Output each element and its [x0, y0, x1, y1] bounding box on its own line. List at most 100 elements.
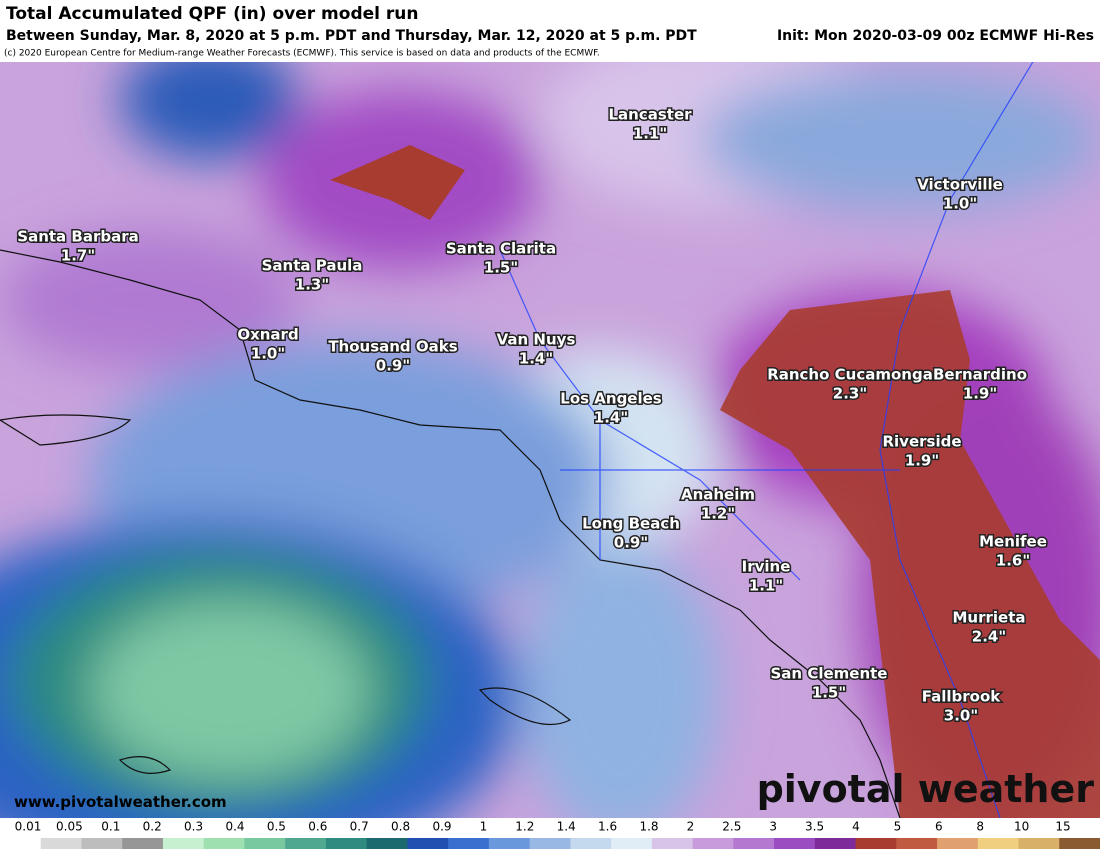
city-name: Long Beach — [582, 515, 680, 533]
city-name: Santa Paula — [262, 257, 363, 275]
colorbar-label: 3.5 — [805, 820, 824, 834]
city-name: Van Nuys — [497, 331, 576, 349]
subtitle: Between Sunday, Mar. 8, 2020 at 5 p.m. P… — [6, 28, 697, 44]
colorbar-swatch — [774, 838, 816, 849]
colorbar-label: 4 — [852, 820, 860, 834]
colorbar-swatch — [814, 838, 857, 849]
colorbar-label: 0.7 — [350, 820, 369, 834]
map — [0, 62, 1100, 818]
colorbar-swatch — [529, 838, 571, 849]
city-name: Thousand Oaks — [328, 338, 457, 356]
title: Total Accumulated QPF (in) over model ru… — [6, 4, 418, 24]
colorbar-swatch — [122, 838, 164, 849]
colorbar-swatch — [325, 838, 368, 849]
colorbar-swatch — [203, 838, 245, 849]
colorbar-label: 10 — [1014, 820, 1029, 834]
colorbar-swatch — [611, 838, 653, 849]
city-name: Lancaster — [608, 106, 692, 124]
colorbar-swatch — [977, 838, 1020, 849]
colorbar-label: 2.5 — [722, 820, 741, 834]
city-qpf: 1.0" — [251, 345, 285, 363]
colorbar-label: 2 — [687, 820, 695, 834]
colorbar-swatch — [651, 838, 694, 849]
city-qpf: 1.7" — [61, 247, 95, 265]
colorbar-label: 1.2 — [515, 820, 534, 834]
city-qpf: 1.4" — [519, 350, 553, 368]
colorbar-swatch — [1059, 838, 1100, 849]
colorbar-label: 0.5 — [267, 820, 286, 834]
colorbar-swatch — [733, 838, 775, 849]
colorbar-label: 0.2 — [143, 820, 162, 834]
city-qpf: 1.5" — [484, 259, 518, 277]
colorbar-swatch — [855, 838, 897, 849]
colorbar-swatch — [366, 838, 408, 849]
colorbar-swatch — [692, 838, 734, 849]
colorbar-label: 0.8 — [391, 820, 410, 834]
city-qpf: 2.3" — [833, 385, 867, 403]
init-time: Init: Mon 2020-03-09 00z ECMWF Hi-Res — [777, 28, 1094, 44]
logo: pivotal weather — [757, 767, 1095, 811]
city-name: Anaheim — [681, 486, 755, 504]
colorbar-label: 0.9 — [432, 820, 451, 834]
city-qpf: 1.0" — [943, 195, 977, 213]
colorbar-label: 0.6 — [308, 820, 327, 834]
city-qpf: 3.0" — [944, 707, 978, 725]
colorbar-swatch — [896, 838, 938, 849]
city-qpf: 1.2" — [701, 505, 735, 523]
city-name: Bernardino — [933, 366, 1027, 384]
copyright: (c) 2020 European Centre for Medium-rang… — [4, 49, 600, 59]
city-name: San Clemente — [771, 665, 888, 683]
city-name: Santa Clarita — [446, 240, 556, 258]
colorbar-label: 3 — [769, 820, 777, 834]
city-name: Victorville — [917, 176, 1003, 194]
colorbar-label: 0.3 — [184, 820, 203, 834]
city-qpf: 1.1" — [633, 125, 667, 143]
city-qpf: 0.9" — [614, 534, 648, 552]
colorbar-label: 6 — [935, 820, 943, 834]
city-qpf: 1.9" — [905, 452, 939, 470]
city-qpf: 0.9" — [376, 357, 410, 375]
colorbar-label: 1.8 — [639, 820, 658, 834]
colorbar-swatch — [570, 838, 612, 849]
colorbar-swatch — [285, 838, 327, 849]
city-name: Santa Barbara — [17, 228, 138, 246]
city-qpf: 1.1" — [749, 577, 783, 595]
city-qpf: 1.9" — [963, 385, 997, 403]
website: www.pivotalweather.com — [14, 793, 227, 811]
colorbar-swatch — [407, 838, 449, 849]
city-name: Oxnard — [237, 326, 298, 344]
colorbar-label: 1 — [480, 820, 488, 834]
header-band — [0, 0, 1100, 62]
colorbar-swatch — [0, 838, 42, 849]
colorbar-label: 0.01 — [15, 820, 42, 834]
city-name: Menifee — [979, 533, 1047, 551]
colorbar-swatch — [448, 838, 490, 849]
city-qpf: 2.4" — [972, 628, 1006, 646]
colorbar-swatch — [1018, 838, 1060, 849]
colorbar-swatch — [162, 838, 205, 849]
city-name: Murrieta — [952, 609, 1025, 627]
city-name: Irvine — [742, 558, 791, 576]
colorbar-label: 15 — [1055, 820, 1070, 834]
colorbar-swatch — [81, 838, 123, 849]
colorbar-label: 0.05 — [56, 820, 83, 834]
colorbar-label: 1.6 — [598, 820, 617, 834]
city-qpf: 1.3" — [295, 276, 329, 294]
colorbar-swatch — [488, 838, 531, 849]
colorbar-label: 0.4 — [225, 820, 244, 834]
city-qpf: 1.6" — [996, 552, 1030, 570]
city-name: Riverside — [882, 433, 961, 451]
city-qpf: 1.5" — [812, 684, 846, 702]
colorbar-swatch — [40, 838, 82, 849]
colorbar-label: 8 — [976, 820, 984, 834]
colorbar-label: 0.1 — [101, 820, 120, 834]
city-name: Rancho Cucamonga — [767, 366, 933, 384]
colorbar-swatch — [244, 838, 286, 849]
colorbar-label: 1.4 — [557, 820, 576, 834]
city-name: Fallbrook — [922, 688, 1002, 706]
colorbar-label: 5 — [894, 820, 902, 834]
city-qpf: 1.4" — [594, 409, 628, 427]
colorbar-swatch — [937, 838, 979, 849]
